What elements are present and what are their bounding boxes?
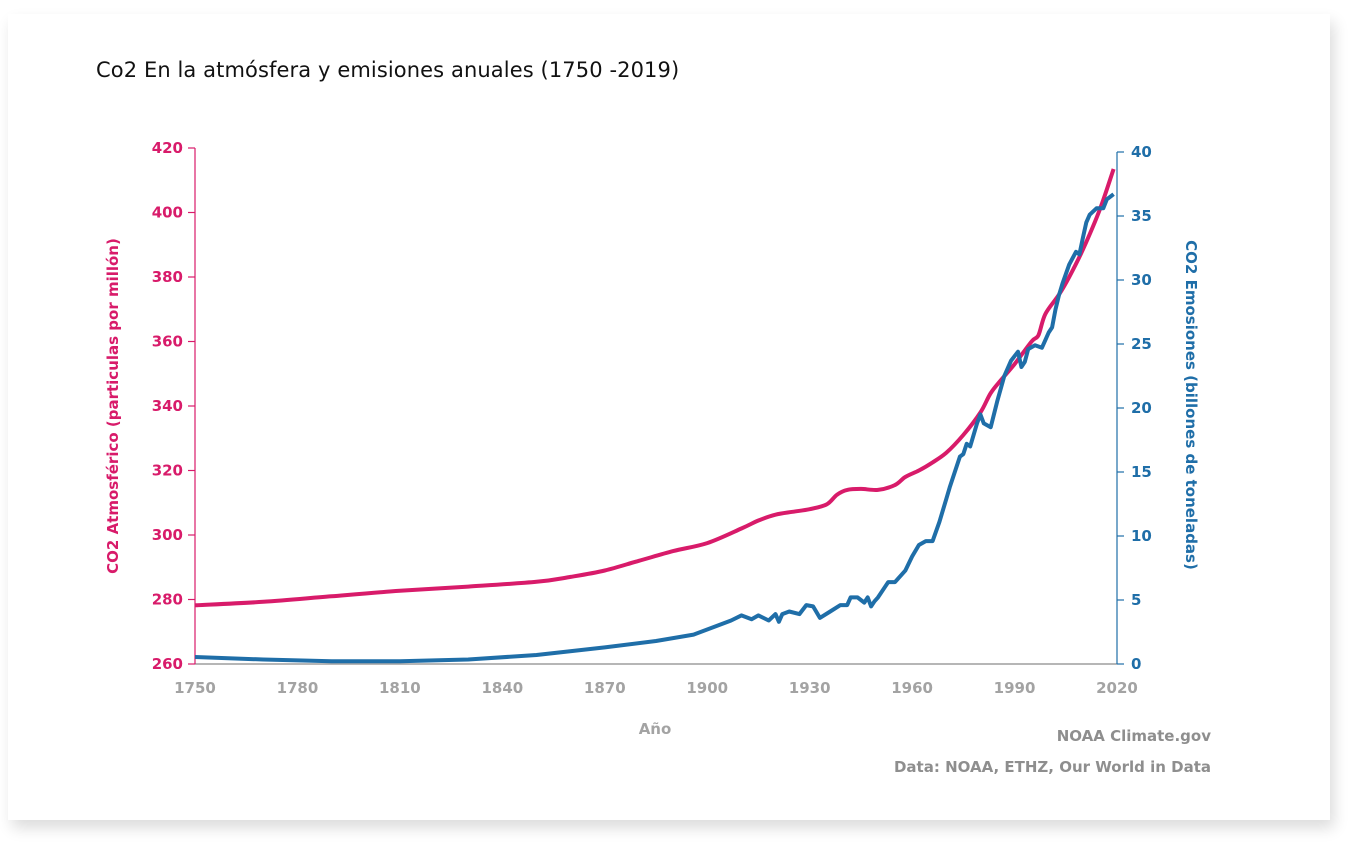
y-right-tick-label: 30 <box>1131 271 1152 289</box>
y-left-tick-label: 280 <box>152 591 183 609</box>
y-right-tick-label: 25 <box>1131 335 1152 353</box>
chart-card <box>8 14 1330 820</box>
y-axis-left-label: CO2 Atmosférico (particulas por millón) <box>104 238 122 574</box>
co2-ppm-line <box>194 168 1116 608</box>
y-right-tick-label: 15 <box>1131 463 1152 481</box>
series-lines <box>194 168 1116 664</box>
x-tick-label: 1810 <box>379 679 421 697</box>
y-right-tick-label: 10 <box>1131 527 1152 545</box>
y-left-tick-label: 420 <box>152 139 183 157</box>
y-left-tick-label: 300 <box>152 526 183 544</box>
y-left-tick-label: 260 <box>152 655 183 673</box>
x-tick-label: 1840 <box>481 679 523 697</box>
y-left-tick-label: 380 <box>152 268 183 286</box>
x-tick-label: 1990 <box>994 679 1036 697</box>
x-tick-label: 1870 <box>584 679 626 697</box>
y-left-tick-label: 400 <box>152 204 183 222</box>
y-right-tick-label: 40 <box>1131 143 1152 161</box>
x-axis-label: Año <box>639 720 672 738</box>
chart-title: Co2 En la atmósfera y emisiones anuales … <box>96 58 680 82</box>
y-right-tick-label: 5 <box>1131 591 1141 609</box>
co2-emissions-line <box>194 192 1115 664</box>
axes: 260 280 300 320 340 360 380 400 420 0 5 10 15 20 25 30 3… <box>152 139 1152 697</box>
x-tick-label: 2020 <box>1096 679 1138 697</box>
axis-labels: CO2 Atmosférico (particulas por millón) … <box>104 238 1200 738</box>
y-right-tick-label: 20 <box>1131 399 1152 417</box>
x-tick-label: 1900 <box>686 679 728 697</box>
x-tick-label: 1930 <box>789 679 831 697</box>
y-left-tick-label: 340 <box>152 397 183 415</box>
y-left-tick-label: 360 <box>152 333 183 351</box>
y-right-tick-label: 35 <box>1131 207 1152 225</box>
y-axis-right-label: CO2 Emosiones (billones de toneladas) <box>1182 240 1200 570</box>
credit-source: NOAA Climate.gov <box>1056 727 1211 745</box>
credit-data-sources: Data: NOAA, ETHZ, Our World in Data <box>893 758 1211 776</box>
y-right-tick-label: 0 <box>1131 655 1141 673</box>
x-tick-label: 1960 <box>891 679 933 697</box>
x-tick-label: 1750 <box>174 679 216 697</box>
y-left-tick-label: 320 <box>152 462 183 480</box>
x-tick-label: 1780 <box>277 679 319 697</box>
